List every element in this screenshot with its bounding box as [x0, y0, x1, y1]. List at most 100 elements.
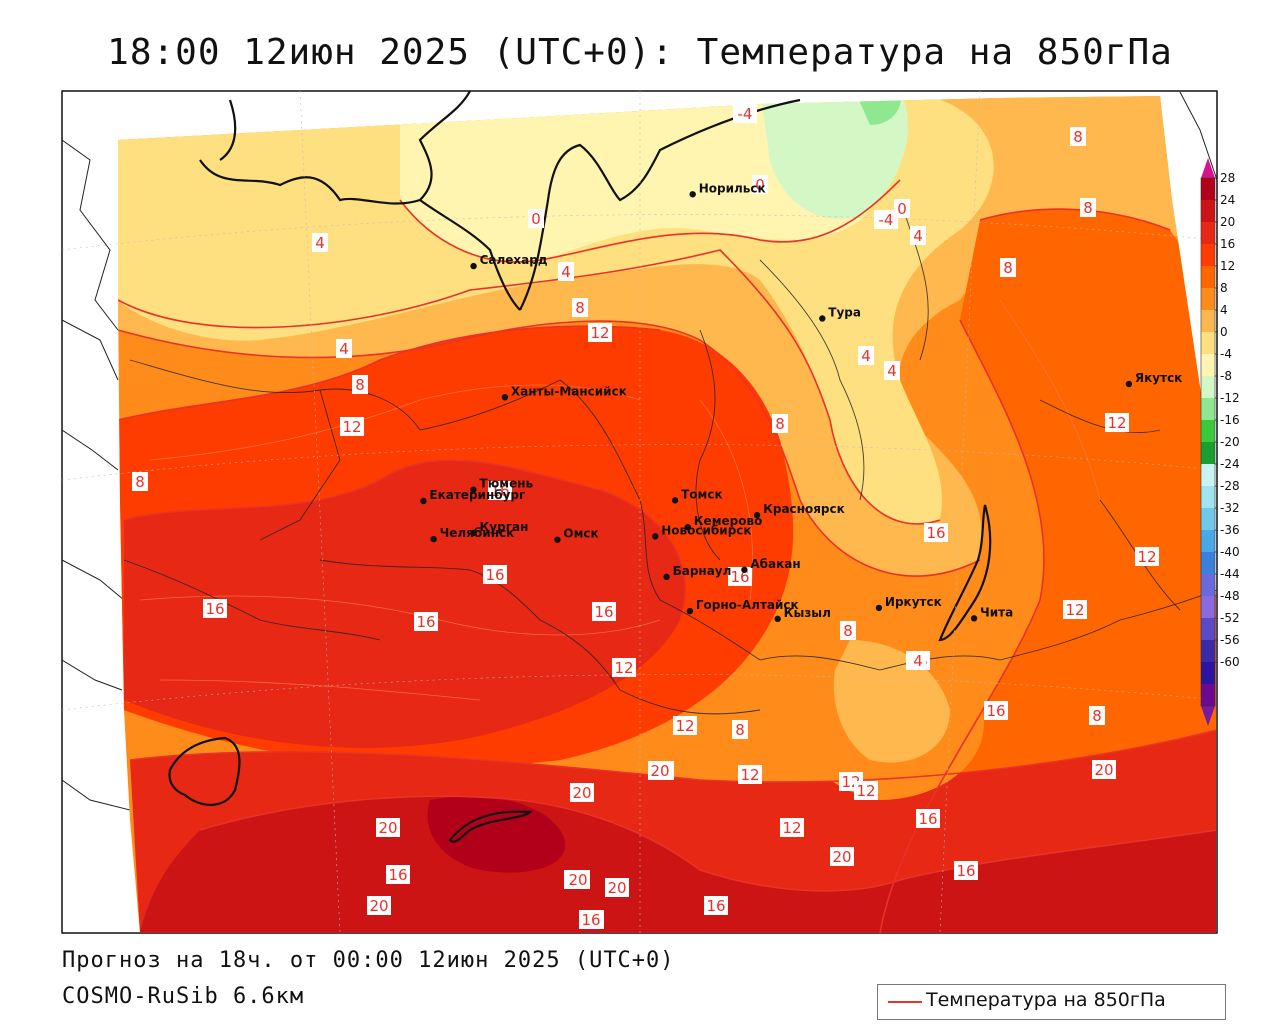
- contour-label: 4: [339, 340, 349, 358]
- colorbar-bottom-arrow: [1201, 706, 1215, 726]
- colorbar-swatch: [1201, 244, 1215, 266]
- city-label: Челябинск: [440, 526, 515, 540]
- contour-label: 8: [1003, 259, 1013, 277]
- city-dot: [970, 615, 978, 622]
- contour-label-bg: [910, 651, 926, 670]
- city-label: Кызыл: [784, 606, 831, 620]
- contour-label: 8: [1083, 199, 1093, 217]
- contour-label-bg: [570, 783, 594, 802]
- colorbar-tick-label: -48: [1220, 589, 1240, 603]
- colorbar-tick-label: -56: [1220, 633, 1240, 647]
- contour-label-bg: [1070, 127, 1086, 146]
- contour-label-bg: [592, 602, 616, 621]
- contour-label-bg: [772, 414, 788, 433]
- contour-label: 0: [531, 210, 541, 228]
- contour-label-bg: [566, 870, 590, 889]
- contour-label-bg: [367, 896, 391, 915]
- city-label: Барнаул: [673, 564, 732, 578]
- colorbar-swatch: [1201, 442, 1215, 464]
- contour-label: 12: [1065, 601, 1084, 619]
- city-label: Горно-Алтайск: [696, 598, 799, 612]
- colorbar-swatch: [1201, 222, 1215, 244]
- contour-label-bg: [894, 199, 910, 218]
- contour-label-bg: [203, 599, 227, 618]
- contour-label: 16: [706, 897, 725, 915]
- contour-label-bg: [488, 481, 512, 500]
- contour-label: 20: [607, 879, 626, 897]
- city-dot: [1125, 380, 1133, 388]
- contour-label-bg: [483, 565, 507, 584]
- colorbar-tick-label: -28: [1220, 479, 1240, 493]
- contour-label: 12: [740, 766, 759, 784]
- contour-label: 4: [315, 234, 325, 252]
- legend-label: Температура на 850гПа: [926, 989, 1166, 1011]
- colorbar-tick-label: -40: [1220, 545, 1240, 559]
- contour-label-bg: [1080, 198, 1096, 217]
- city-label: Омск: [563, 527, 598, 541]
- contour-label-bg: [612, 658, 636, 677]
- city-dot: [663, 573, 670, 581]
- contour-label-bg: [579, 910, 603, 929]
- city-dot: [501, 394, 509, 401]
- contour-label: 20: [572, 784, 591, 802]
- city-label: Чита: [980, 605, 1013, 619]
- contour-label-bg: [858, 346, 874, 365]
- contour-label: 20: [832, 848, 851, 866]
- colorbar-swatch: [1201, 508, 1215, 530]
- legend-box: Температура на 850гПа: [877, 984, 1226, 1020]
- contour-label: 20: [1094, 761, 1113, 779]
- contour-label: 12: [614, 659, 633, 677]
- colorbar-top-arrow: [1201, 158, 1215, 178]
- legend-line-swatch: [888, 1001, 922, 1003]
- contour-label: 8: [775, 415, 785, 433]
- colorbar-tick-label: -60: [1220, 655, 1240, 669]
- city-dot: [430, 535, 437, 543]
- temp-zone-20to24: [140, 796, 1216, 933]
- colorbar-swatch: [1201, 618, 1215, 640]
- contour-label-bg: [336, 339, 352, 358]
- city-dot: [741, 566, 748, 573]
- contour-label: 20: [568, 871, 587, 889]
- lake-balkhash: [448, 810, 533, 843]
- city-label: Норильск: [699, 181, 766, 195]
- contour-label: 0: [755, 176, 765, 194]
- contour-label-bg: [916, 809, 940, 828]
- contour-label-bg: [954, 861, 978, 880]
- city-dot: [774, 615, 781, 623]
- city-label: Абакан: [750, 557, 800, 571]
- contour-label-bg: [1092, 760, 1116, 779]
- contour-label-bg: [1000, 258, 1016, 277]
- contour-label: 4: [561, 263, 571, 281]
- colorbar-swatch: [1201, 420, 1215, 442]
- colorbar-tick-label: -12: [1220, 391, 1240, 405]
- colorbar-tick-label: 24: [1220, 193, 1235, 207]
- city-dot: [875, 604, 883, 612]
- colorbar-swatch: [1201, 464, 1215, 486]
- colorbar-swatch: [1201, 552, 1215, 574]
- city-label: Екатеринбург: [429, 488, 525, 502]
- contour-label: 20: [378, 819, 397, 837]
- colorbar-tick-label: -52: [1220, 611, 1240, 625]
- contour-label-bg: [733, 104, 757, 123]
- colorbar-swatch: [1201, 640, 1215, 662]
- contour-label: -4: [879, 211, 894, 229]
- colorbar-swatch: [1201, 266, 1215, 288]
- lake-west: [168, 736, 241, 806]
- contour-label: 12: [1107, 414, 1126, 432]
- contour-label-bg: [648, 761, 672, 780]
- city-dot: [819, 315, 826, 322]
- colorbar-swatch: [1201, 596, 1215, 618]
- contour-label-bg: [386, 865, 410, 884]
- colorbar-swatch: [1201, 574, 1215, 596]
- contour-label-bg: [1063, 600, 1087, 619]
- contour-label-bg: [352, 375, 368, 394]
- contour-label: 12: [675, 717, 694, 735]
- city-markers: Норильск Якутск Салехард Тура Ханты-Мансийск…: [420, 181, 1182, 623]
- contour-label: 4: [887, 362, 897, 380]
- colorbar-tick-label: 4: [1220, 303, 1228, 317]
- contour-label-bg: [704, 896, 728, 915]
- colorbar-tick-label: 20: [1220, 215, 1235, 229]
- contour-label: 20: [650, 762, 669, 780]
- contour-label: 20: [369, 897, 388, 915]
